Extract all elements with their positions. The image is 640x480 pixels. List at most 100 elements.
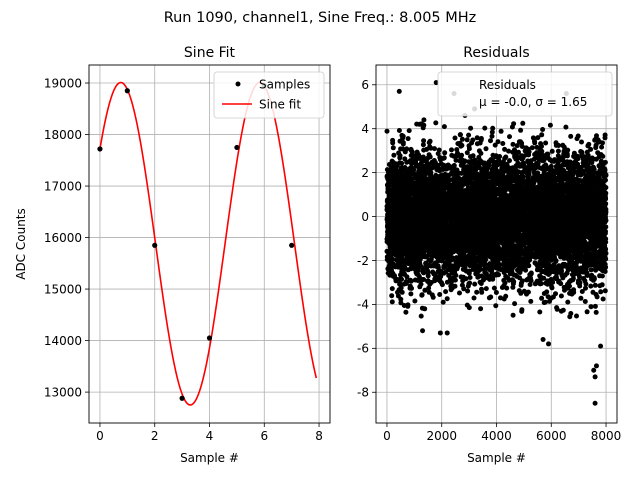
residual-point: [459, 142, 465, 148]
residual-point: [427, 138, 433, 144]
y-tick-label: 15000: [44, 282, 82, 296]
residual-point: [409, 149, 415, 155]
residual-point: [403, 281, 409, 286]
y-tick-label: 13000: [44, 385, 82, 399]
residual-point: [391, 152, 397, 158]
residual-point: [466, 146, 472, 152]
residual-point: [478, 266, 484, 272]
residual-point: [418, 313, 424, 319]
residual-point: [470, 153, 476, 159]
residual-point: [439, 282, 445, 288]
residual-point: [465, 288, 471, 294]
residual-point: [443, 289, 449, 295]
sample-point: [234, 144, 240, 151]
x-tick-label: 6: [260, 429, 268, 443]
sine-fit-legend: Samples Sine fit: [213, 71, 325, 119]
residual-point: [433, 120, 439, 126]
residual-point: [421, 277, 427, 282]
residual-point: [503, 293, 509, 299]
residual-point: [510, 141, 516, 147]
residual-point: [507, 134, 512, 140]
residual-point: [438, 274, 444, 279]
legend-samples-label: Samples: [259, 78, 310, 92]
residual-point: [390, 140, 396, 146]
residual-point: [390, 145, 396, 151]
residual-point: [511, 279, 517, 285]
residual-point: [470, 137, 476, 143]
sine-fit-panel: 0 2 4 6 813000140001500016000170001800019000…: [14, 45, 331, 465]
residual-point: [453, 272, 459, 278]
residual-point: [457, 290, 462, 296]
residual-point: [425, 273, 431, 279]
sine-fit-line: [99, 81, 318, 406]
residual-point: [399, 160, 405, 166]
y-tick-label: 16000: [44, 231, 82, 245]
sample-point: [124, 88, 130, 94]
legend-samples-marker: [235, 81, 241, 87]
residual-point: [421, 138, 427, 144]
residual-point: [400, 133, 406, 139]
sine-fit-x-axis-label: Sample #: [180, 451, 239, 465]
sample-point: [97, 146, 103, 152]
residual-point: [418, 281, 424, 287]
residual-point: [452, 283, 458, 289]
sample-point: [152, 242, 158, 248]
sample-point: [179, 395, 185, 401]
residual-point: [412, 298, 418, 304]
residual-point: [444, 296, 450, 302]
residual-point: [493, 303, 499, 309]
residual-point: [389, 293, 395, 299]
residual-point: [459, 136, 465, 142]
residual-point: [408, 291, 414, 297]
residual-point: [496, 272, 501, 278]
residual-point: [389, 299, 395, 305]
residual-point: [502, 280, 508, 286]
residual-point: [403, 309, 409, 315]
residual-point: [409, 285, 414, 291]
residual-point: [421, 122, 427, 128]
residual-point: [430, 294, 436, 300]
residual-point: [504, 285, 510, 291]
residual-point: [428, 170, 434, 175]
residual-point: [422, 287, 428, 293]
residual-point: [467, 280, 473, 286]
residual-point: [507, 158, 512, 164]
residual-point: [488, 294, 494, 300]
figure-suptitle: Run 1090, channel1, Sine Freq.: 8.005 MH…: [164, 10, 477, 26]
residual-point: [432, 146, 437, 152]
y-tick-label: 19000: [44, 76, 82, 90]
residual-point: [404, 274, 410, 280]
residual-point: [511, 121, 517, 127]
residual-point: [405, 302, 411, 308]
residuals-plot-area: [384, 80, 609, 406]
residual-point: [518, 127, 524, 133]
residual-point: [449, 147, 454, 153]
residual-point: [406, 128, 412, 134]
residual-point: [421, 270, 427, 276]
sine-fit-y-axis-label: ADC Counts: [14, 208, 28, 280]
residual-point: [436, 147, 442, 153]
residual-point: [428, 145, 434, 151]
residual-point: [510, 312, 516, 318]
residual-point: [384, 128, 390, 134]
residual-point: [478, 306, 484, 312]
residual-point: [503, 154, 509, 160]
residual-point: [386, 162, 392, 167]
residual-point: [490, 125, 496, 131]
residual-point: [399, 289, 405, 295]
residual-point: [464, 137, 470, 143]
residual-point: [512, 301, 518, 307]
residual-point: [398, 285, 404, 291]
sample-point: [206, 335, 213, 341]
residual-point: [497, 154, 503, 159]
residual-point: [493, 290, 499, 295]
sample-point: [289, 242, 295, 248]
residual-point: [452, 135, 458, 141]
residual-point: [389, 286, 395, 292]
residual-point: [498, 128, 504, 134]
x-tick-label: 8: [315, 429, 323, 443]
residual-point: [479, 289, 485, 295]
